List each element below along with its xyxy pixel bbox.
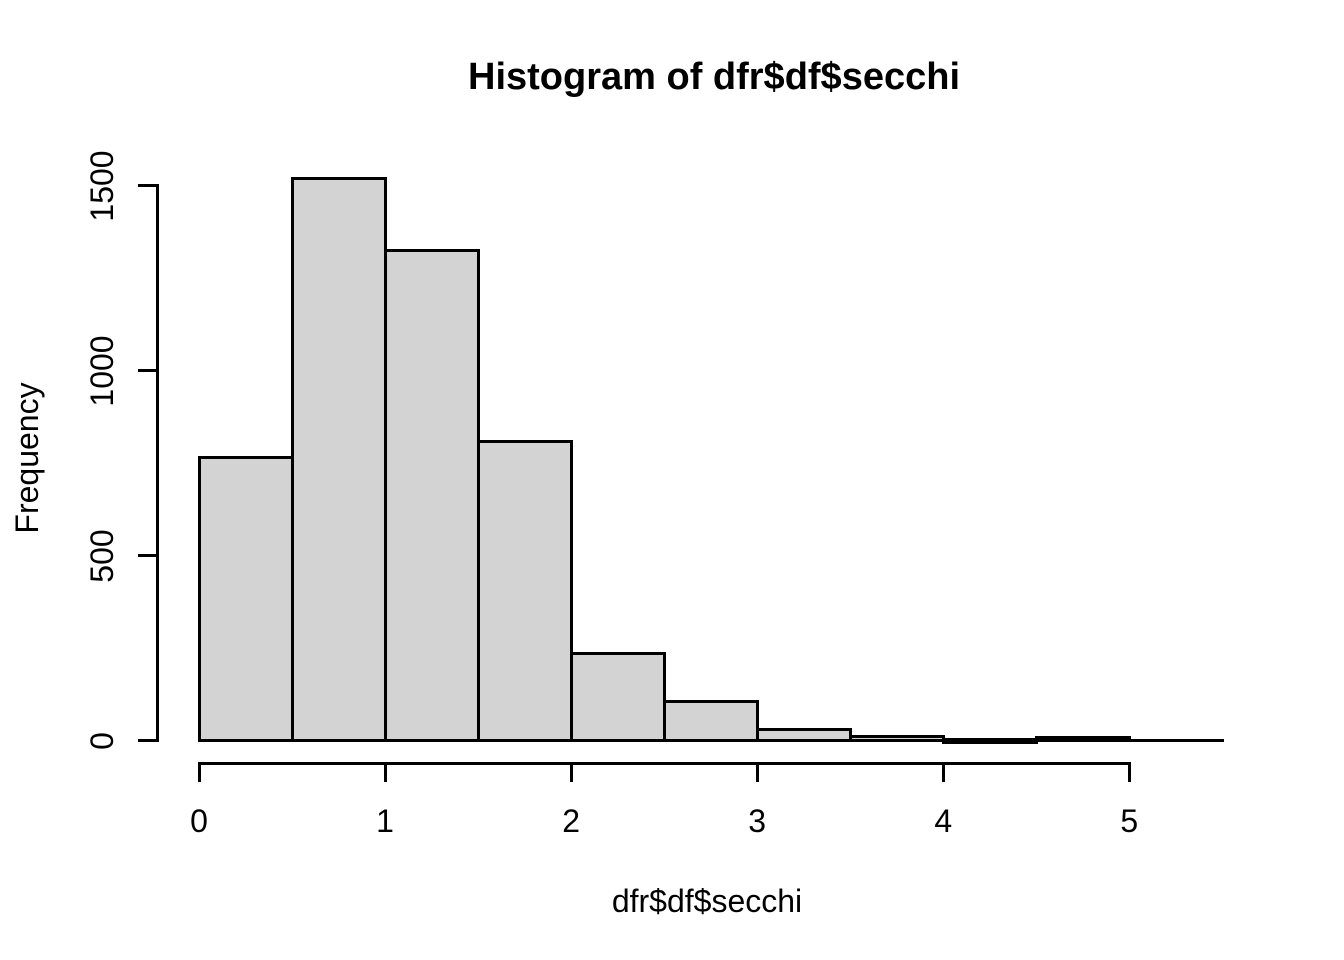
histogram-bar	[662, 700, 759, 742]
chart-title: Histogram of dfr$df$secchi	[468, 56, 960, 98]
x-tick	[197, 763, 201, 782]
x-tick	[941, 763, 945, 782]
y-tick	[137, 184, 156, 188]
x-tick	[569, 763, 573, 782]
y-tick-label: 500	[84, 528, 120, 583]
x-tick	[755, 763, 759, 782]
y-tick-label: 1000	[84, 335, 120, 407]
x-tick-label: 4	[934, 803, 953, 839]
x-tick	[383, 763, 387, 782]
y-tick-label: 0	[84, 731, 120, 750]
y-tick	[137, 739, 156, 742]
x-axis-label: dfr$df$secchi	[611, 883, 803, 919]
x-tick	[1127, 763, 1131, 782]
y-tick	[137, 554, 156, 558]
histogram-bar	[569, 652, 666, 742]
histogram-bar	[197, 456, 294, 742]
y-axis-label: Frequency	[9, 382, 45, 534]
x-tick-label: 1	[376, 803, 394, 839]
histogram-bar	[941, 737, 1038, 744]
x-axis-line	[197, 762, 1131, 765]
x-tick-label: 2	[562, 803, 581, 839]
x-tick-label: 3	[748, 803, 767, 839]
histogram-bar	[755, 727, 852, 742]
histogram-bar	[290, 177, 387, 742]
x-tick-label: 0	[190, 803, 208, 839]
histogram-bar	[476, 439, 573, 742]
histogram-bar	[383, 249, 480, 742]
x-tick-label: 5	[1120, 803, 1139, 839]
y-tick	[137, 369, 156, 373]
y-axis-line	[155, 184, 159, 742]
histogram-bar	[1034, 736, 1131, 743]
histogram-bar	[848, 735, 945, 742]
y-tick-label: 1500	[84, 150, 120, 222]
